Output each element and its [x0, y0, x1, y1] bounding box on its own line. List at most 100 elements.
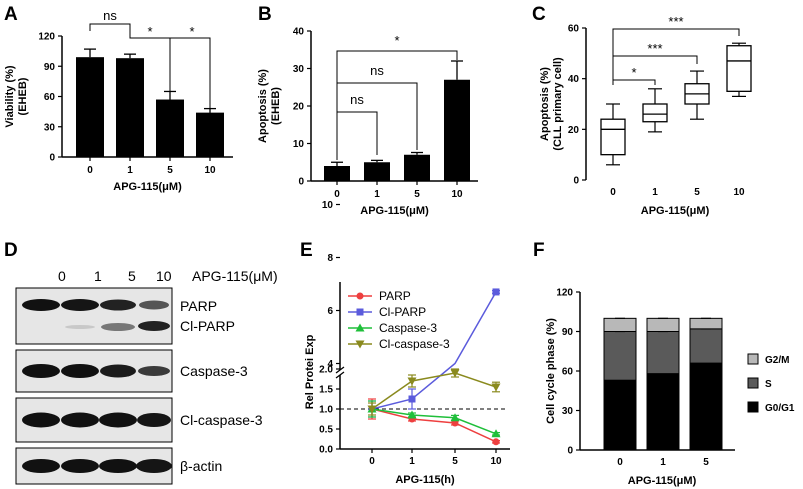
blot-label-cl-parp: Cl-PARP	[180, 318, 235, 334]
x-tick-label: 1	[409, 456, 415, 467]
bar	[404, 154, 430, 181]
y-tick-label: 120	[556, 288, 573, 299]
bar	[364, 162, 390, 181]
x-tick-label: 5	[452, 456, 458, 467]
stacked-bar-segment	[646, 331, 680, 375]
chart-e: 0.0 0.5 1.0 1.5 2.04 6 8 10 0 1 5 10 APG-115(h) Rel P…	[304, 200, 510, 486]
band	[99, 412, 137, 428]
y-tick-label: 0	[573, 176, 579, 187]
y-tick-label: 90	[44, 62, 56, 73]
x-axis-title: APG-115(μM)	[360, 205, 429, 217]
y-tick-label: 2.0	[319, 365, 333, 376]
x-axis-title: APG-115(μM)	[628, 475, 697, 487]
blot-label-parp: PARP	[180, 298, 217, 314]
sig-bracket	[336, 111, 378, 160]
legend-label: S	[765, 379, 772, 390]
band	[99, 459, 137, 473]
y-axis-title: Apoptosis (%)	[539, 67, 551, 141]
sig-label: *	[147, 24, 152, 39]
y-tick-label: 10	[322, 200, 334, 211]
treatment-label: APG-115(μM)	[192, 268, 278, 284]
x-tick-label: 1	[374, 189, 380, 200]
band	[137, 413, 171, 427]
y-tick-label: 30	[562, 406, 574, 417]
series-point	[491, 429, 501, 438]
x-tick-label: 5	[414, 189, 420, 200]
y-tick-label: 8	[327, 253, 333, 264]
series-line	[371, 408, 497, 435]
sig-label: ***	[668, 14, 683, 29]
x-tick-label: 10	[204, 165, 216, 176]
blot-membrane-parp	[15, 287, 173, 345]
chart-a: 0 30 60 90 120 0 1 5 10 APG-115(μM) Viability (%)(…	[4, 8, 233, 193]
x-tick-label: 1	[660, 457, 666, 468]
x-axis-title: APG-115(μM)	[113, 181, 182, 193]
lane-label: 5	[128, 268, 136, 284]
legend-label: Cl-caspase-3	[379, 337, 450, 351]
band	[22, 364, 60, 378]
y-tick-label: 30	[44, 122, 56, 133]
y-tick-label: 0.0	[319, 445, 333, 456]
lane-label: 10	[156, 268, 172, 284]
band	[61, 299, 99, 311]
sig-bracket	[612, 55, 698, 80]
band	[100, 299, 136, 311]
band	[101, 323, 135, 331]
series-point	[356, 292, 364, 300]
series-line	[371, 408, 497, 443]
legend-label: G0/G1	[765, 403, 795, 414]
band	[61, 459, 99, 473]
y-tick-label: 6	[327, 306, 333, 317]
y-tick-label: 10	[293, 139, 305, 150]
band	[22, 412, 60, 428]
band	[138, 321, 170, 331]
bar	[444, 79, 470, 181]
series-point	[355, 340, 365, 349]
y-axis-title: Viability (%)	[4, 65, 16, 127]
sig-bracket	[89, 23, 131, 31]
y-tick-label: 0	[49, 153, 55, 164]
sig-label: ***	[647, 41, 662, 56]
series-point	[407, 377, 417, 386]
band	[138, 366, 170, 376]
y-tick-label: 90	[562, 327, 574, 338]
series-point	[355, 323, 365, 332]
y-tick-label: 1.5	[319, 385, 333, 396]
series-point	[492, 438, 500, 446]
series-point	[491, 383, 501, 392]
legend-swatch	[747, 377, 759, 389]
series-point	[356, 308, 364, 316]
stacked-bar-segment	[646, 373, 680, 451]
x-tick-label: 0	[617, 457, 623, 468]
chart-f: 0 30 60 90 120 0 1 5 APG-115(μM) Cell cycle phase…	[545, 288, 795, 488]
series-line	[371, 372, 497, 410]
sig-bracket	[336, 82, 418, 150]
chart-c: 0 20 40 60 0 1 5 10 APG-115(μM) Apoptosis (%) (CLL…	[539, 14, 752, 217]
legend-swatch	[747, 401, 759, 413]
sig-label: *	[631, 65, 636, 80]
axis-break-mark	[335, 371, 345, 379]
y-tick-label: 60	[562, 367, 574, 378]
blot-label-actin: β-actin	[180, 458, 222, 474]
axis-break-mark	[335, 366, 345, 374]
sig-label: ns	[103, 8, 117, 23]
sig-bracket	[612, 79, 656, 85]
blot-label-cl-caspase3: Cl-caspase-3	[180, 412, 263, 428]
sig-bracket	[129, 31, 171, 98]
x-tick-label: 1	[127, 165, 133, 176]
y-tick-label: 40	[293, 27, 305, 38]
y-axis-title: Cell cycle phase (%)	[545, 318, 557, 424]
x-axis-title: APG-115(h)	[395, 474, 455, 486]
sig-label: ns	[350, 92, 364, 107]
stacked-bar-segment	[689, 362, 723, 451]
legend-label: G2/M	[765, 355, 789, 366]
legend-label: PARP	[379, 289, 411, 303]
band	[100, 364, 136, 378]
stacked-bar-segment	[689, 328, 723, 364]
stacked-bar-segment	[603, 317, 637, 333]
x-tick-label: 0	[369, 456, 375, 467]
y-tick-label: 0.5	[319, 425, 333, 436]
stacked-bar-segment	[603, 379, 637, 451]
